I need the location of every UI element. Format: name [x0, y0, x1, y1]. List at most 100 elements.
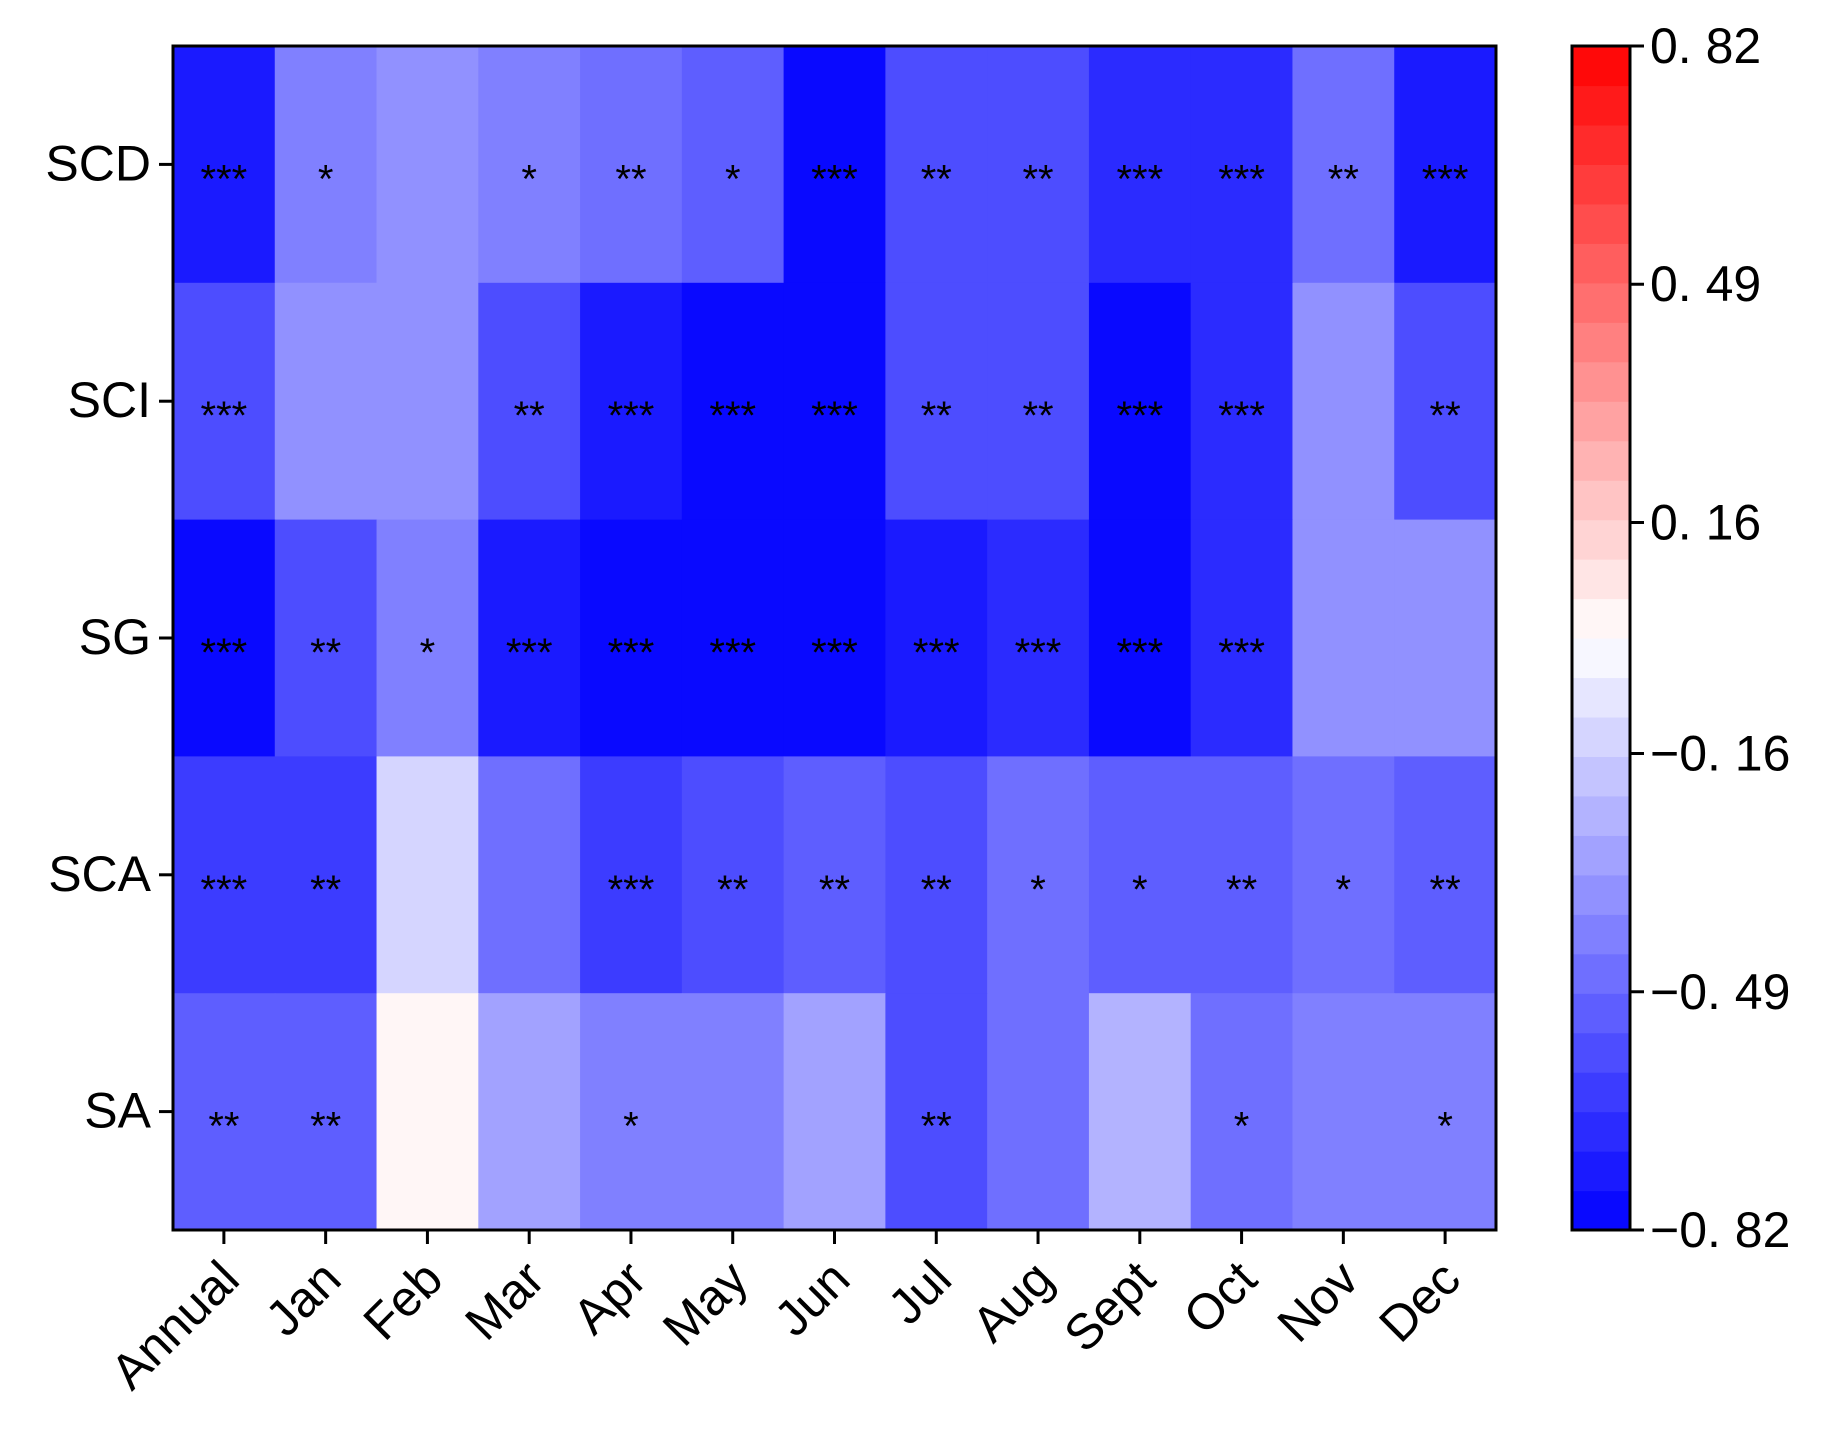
significance-marker: *** [811, 631, 858, 675]
heatmap-cell [1292, 46, 1395, 284]
significance-marker: *** [201, 631, 248, 675]
heatmap-cell [681, 519, 785, 757]
colorbar-segment [1572, 401, 1630, 442]
significance-marker: *** [811, 157, 858, 201]
heatmap-cell [987, 282, 1090, 521]
x-tick-label: Jul [877, 1250, 962, 1335]
x-tick-label: Jan [255, 1250, 352, 1347]
y-tick-label: SCA [48, 846, 151, 902]
heatmap-cell [1394, 46, 1497, 284]
colorbar-segment [1572, 716, 1630, 757]
significance-marker: ** [1022, 157, 1053, 201]
significance-marker: *** [1116, 394, 1163, 438]
colorbar-segment [1572, 243, 1630, 284]
significance-marker: *** [709, 631, 756, 675]
heatmap-cell [580, 756, 683, 994]
colorbar: 0. 82 0. 49 0. 16 −0. 16 −0. 49 −0. 82 [1570, 18, 1790, 1258]
significance-marker: ** [1430, 868, 1461, 912]
heatmap-cell [376, 519, 479, 757]
colorbar-segment [1572, 835, 1630, 876]
heatmap-cell [1292, 519, 1395, 757]
x-tick-label: Dec [1368, 1250, 1470, 1352]
y-tick-label: SA [84, 1083, 151, 1139]
heatmap-cell [1292, 993, 1395, 1231]
heatmap-cell [1190, 282, 1294, 521]
colorbar-tick-label: −0. 16 [1650, 726, 1790, 782]
colorbar-segment [1572, 440, 1630, 481]
heatmap-cell [1394, 993, 1497, 1231]
colorbar-frame [1570, 44, 1632, 1232]
significance-marker: ** [310, 1105, 341, 1149]
significance-marker: ** [921, 157, 952, 201]
x-tick-label: Nov [1267, 1250, 1369, 1352]
significance-marker: *** [913, 631, 960, 675]
significance-marker: *** [709, 394, 756, 438]
significance-markers: *** * * ** * *** ** ** *** *** ** ****** ** *** *** ***… [201, 157, 1469, 1148]
heatmap-cell [376, 756, 479, 994]
colorbar-segment [1572, 638, 1630, 679]
heatmap-cell [478, 282, 581, 521]
x-tick-label: Annual [100, 1250, 250, 1400]
heatmap-cell [987, 993, 1090, 1231]
heatmap-cell [783, 756, 886, 994]
y-tick-label: SCD [45, 135, 151, 191]
significance-marker: ** [1328, 157, 1359, 201]
heatmap-cell [173, 993, 276, 1231]
heatmap-cell [478, 756, 581, 994]
significance-marker: *** [1218, 394, 1265, 438]
heatmap-cell [1088, 46, 1192, 284]
heatmap-cell [376, 993, 479, 1231]
heatmap-cell [580, 519, 683, 757]
significance-marker: ** [1430, 394, 1461, 438]
y-tick-label: SG [79, 609, 151, 665]
x-tick-label: Oct [1173, 1250, 1268, 1345]
heatmap-cell [173, 46, 276, 284]
significance-marker: ** [717, 868, 748, 912]
heatmap-cell [681, 282, 785, 521]
colorbar-segment [1572, 559, 1630, 600]
heatmap-cell [885, 519, 988, 757]
heatmap-cell [987, 46, 1090, 284]
heatmap-cell [274, 282, 378, 521]
x-tick-label: Apr [562, 1250, 657, 1345]
heatmap-cell [783, 993, 886, 1231]
colorbar-segment [1572, 164, 1630, 205]
heatmap-cell [478, 519, 581, 757]
colorbar-segment [1572, 519, 1630, 560]
significance-marker: * [623, 1105, 639, 1149]
colorbar-segment [1572, 993, 1630, 1034]
heatmap-cell [1394, 756, 1497, 994]
x-tick-label: Sept [1053, 1250, 1165, 1362]
heatmap-cell [1088, 519, 1192, 757]
heatmap-cell [783, 46, 886, 284]
significance-marker: *** [608, 394, 655, 438]
significance-marker: ** [514, 394, 545, 438]
colorbar-segment [1572, 795, 1630, 836]
colorbar-segment [1572, 677, 1630, 718]
heatmap-cell [1190, 519, 1294, 757]
significance-marker: ** [1226, 868, 1257, 912]
colorbar-tick-label: −0. 82 [1650, 1202, 1790, 1258]
heatmap-cell [885, 282, 988, 521]
significance-marker: ** [310, 631, 341, 675]
heatmap-cell [1190, 993, 1294, 1231]
heatmap-cell [173, 519, 276, 757]
heatmap-cell [681, 46, 785, 284]
x-tick-label: Aug [961, 1250, 1064, 1353]
significance-marker: ** [819, 868, 850, 912]
heatmap-cell [173, 756, 276, 994]
significance-marker: ** [921, 394, 952, 438]
colorbar-segment [1572, 124, 1630, 165]
heatmap-cell [1190, 46, 1294, 284]
significance-marker: ** [921, 1105, 952, 1149]
significance-marker: *** [201, 868, 248, 912]
significance-marker: * [725, 157, 741, 201]
heatmap-cell [1088, 282, 1192, 521]
significance-marker: ** [310, 868, 341, 912]
colorbar-segment [1572, 203, 1630, 244]
heatmap-cell [478, 46, 581, 284]
significance-marker: *** [1422, 157, 1469, 201]
heatmap-cell [376, 282, 479, 521]
colorbar-segment [1572, 46, 1630, 87]
